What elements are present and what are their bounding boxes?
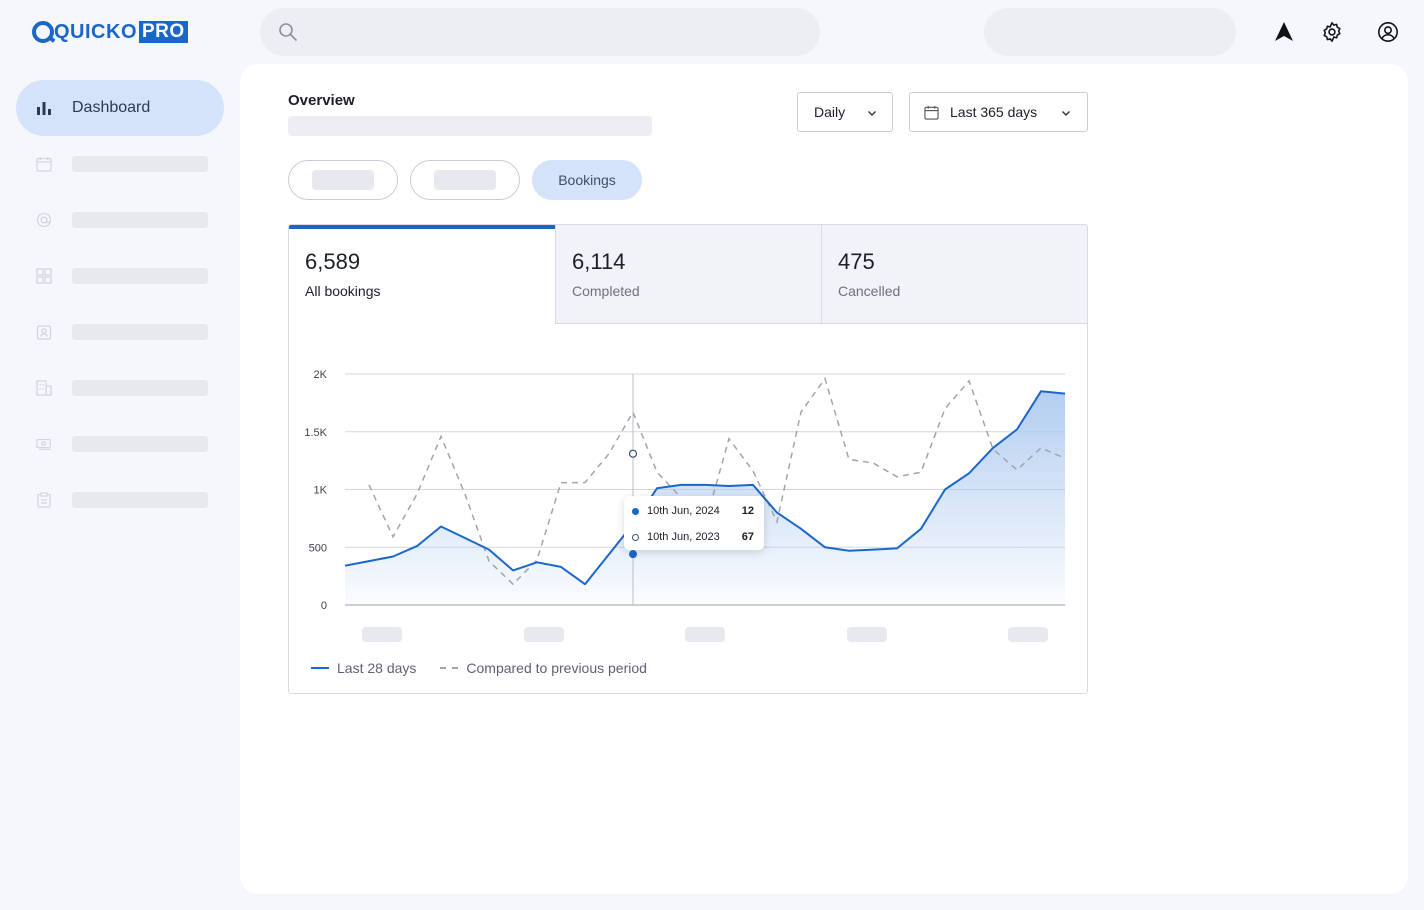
date-range-select[interactable]: Last 365 days — [909, 92, 1088, 132]
sidebar-item-skeleton — [72, 436, 208, 452]
stat-tab-completed[interactable]: 6,114 Completed — [555, 225, 822, 324]
sidebar-item-contacts[interactable] — [16, 304, 224, 360]
tooltip-value: 12 — [741, 505, 754, 517]
stat-value: 6,589 — [305, 249, 361, 274]
logo-pro-badge: PRO — [139, 21, 188, 43]
sidebar-item-buildings[interactable] — [16, 360, 224, 416]
stat-label: Cancelled — [838, 283, 901, 299]
x-tick-skeleton — [685, 627, 725, 642]
y-tick-label: 0 — [321, 600, 327, 612]
metric-chips: Bookings — [288, 160, 654, 200]
x-tick-skeleton — [847, 627, 887, 642]
tooltip-date: 10th Jun, 2024 — [647, 505, 720, 517]
chevron-down-icon — [1062, 111, 1070, 116]
stat-tab-all-bookings[interactable]: 6,589 All bookings — [289, 225, 555, 324]
sidebar-item-skeleton — [72, 156, 208, 172]
sidebar-item-mentions[interactable] — [16, 192, 224, 248]
sidebar-item-grid[interactable] — [16, 248, 224, 304]
sidebar-item-skeleton — [72, 380, 208, 396]
calendar-icon — [36, 156, 52, 172]
sidebar-item-payments[interactable] — [16, 416, 224, 472]
y-tick-label: 1.5K — [304, 427, 327, 439]
grid-icon — [36, 268, 52, 284]
sidebar-item-label: Dashboard — [72, 99, 151, 116]
sidebar-item-calendar[interactable] — [16, 136, 224, 192]
x-tick-skeleton — [362, 627, 402, 642]
bookings-card: 6,589 All bookings 6,114 Completed 475 C… — [288, 224, 1088, 694]
navigation-icon[interactable] — [1272, 20, 1296, 44]
chip-metric-1[interactable] — [288, 160, 398, 200]
chart-legend: Last 28 days Compared to previous period — [311, 660, 647, 676]
money-icon — [36, 436, 52, 452]
interval-select[interactable]: Daily — [797, 92, 893, 132]
interval-select-value: Daily — [814, 104, 846, 120]
sidebar-item-reports[interactable] — [16, 472, 224, 528]
building-icon — [36, 380, 52, 396]
tooltip-value: 67 — [741, 531, 754, 543]
y-tick-label: 2K — [314, 369, 328, 381]
chip-bookings[interactable]: Bookings — [532, 160, 642, 200]
stat-label: Completed — [572, 283, 640, 299]
sidebar-item-skeleton — [72, 212, 208, 228]
date-range-value: Last 365 days — [950, 104, 1038, 120]
quickopro-logo[interactable]: QUICKO PRO — [32, 20, 188, 44]
search-input[interactable] — [260, 8, 820, 56]
page-title: Overview — [288, 92, 355, 109]
bookings-chart: 0 500 1K 1.5K 2K — [304, 369, 1066, 612]
chip-metric-2[interactable] — [410, 160, 520, 200]
bar-chart-icon — [36, 100, 52, 116]
sidebar-item-skeleton — [72, 492, 208, 508]
y-tick-label: 1K — [314, 485, 328, 497]
logo-q-mark — [32, 21, 54, 43]
sidebar-item-dashboard[interactable]: Dashboard — [16, 80, 224, 136]
user-circle-icon[interactable] — [1376, 20, 1400, 44]
sidebar-nav: Dashboard — [16, 80, 224, 528]
chip-skeleton — [434, 170, 496, 190]
chip-skeleton — [312, 170, 374, 190]
hover-point-previous[interactable] — [628, 449, 638, 458]
tooltip-date: 10th Jun, 2023 — [647, 531, 720, 543]
sidebar-item-skeleton — [72, 268, 208, 284]
header-pill[interactable] — [984, 8, 1236, 56]
logo-text: QUICKO — [54, 21, 137, 43]
y-tick-label: 500 — [309, 542, 327, 554]
legend-previous: Compared to previous period — [466, 660, 647, 676]
calendar-icon — [924, 105, 939, 120]
tooltip-row-current: 10th Jun, 2024 12 — [632, 504, 754, 518]
stat-tab-cancelled[interactable]: 475 Cancelled — [821, 225, 1087, 324]
hover-point-current[interactable] — [629, 550, 637, 559]
clipboard-icon — [36, 492, 52, 508]
main-panel: Overview Daily Last 365 days Bookings 6,… — [240, 64, 1408, 894]
stat-value: 475 — [838, 249, 875, 274]
subtitle-skeleton — [288, 116, 652, 136]
legend-dashed-line-icon — [440, 667, 459, 669]
chevron-down-icon — [868, 111, 876, 116]
search-icon — [279, 23, 297, 41]
legend-ring-icon — [632, 533, 639, 541]
legend-dot-icon — [632, 507, 639, 515]
chart-tooltip: 10th Jun, 2024 12 10th Jun, 2023 67 — [624, 496, 764, 550]
tooltip-row-previous: 10th Jun, 2023 67 — [632, 530, 754, 544]
stat-value: 6,114 — [572, 249, 626, 274]
legend-current: Last 28 days — [337, 660, 417, 676]
series-line-previous — [368, 376, 1066, 586]
stat-label: All bookings — [305, 283, 381, 299]
sidebar-item-skeleton — [72, 324, 208, 340]
gear-icon[interactable] — [1320, 20, 1344, 44]
x-tick-skeleton — [1008, 627, 1048, 642]
contact-card-icon — [36, 324, 52, 340]
at-sign-icon — [36, 212, 52, 228]
x-tick-skeleton — [524, 627, 564, 642]
legend-solid-line-icon — [311, 667, 329, 669]
series-line-current — [344, 390, 1066, 586]
